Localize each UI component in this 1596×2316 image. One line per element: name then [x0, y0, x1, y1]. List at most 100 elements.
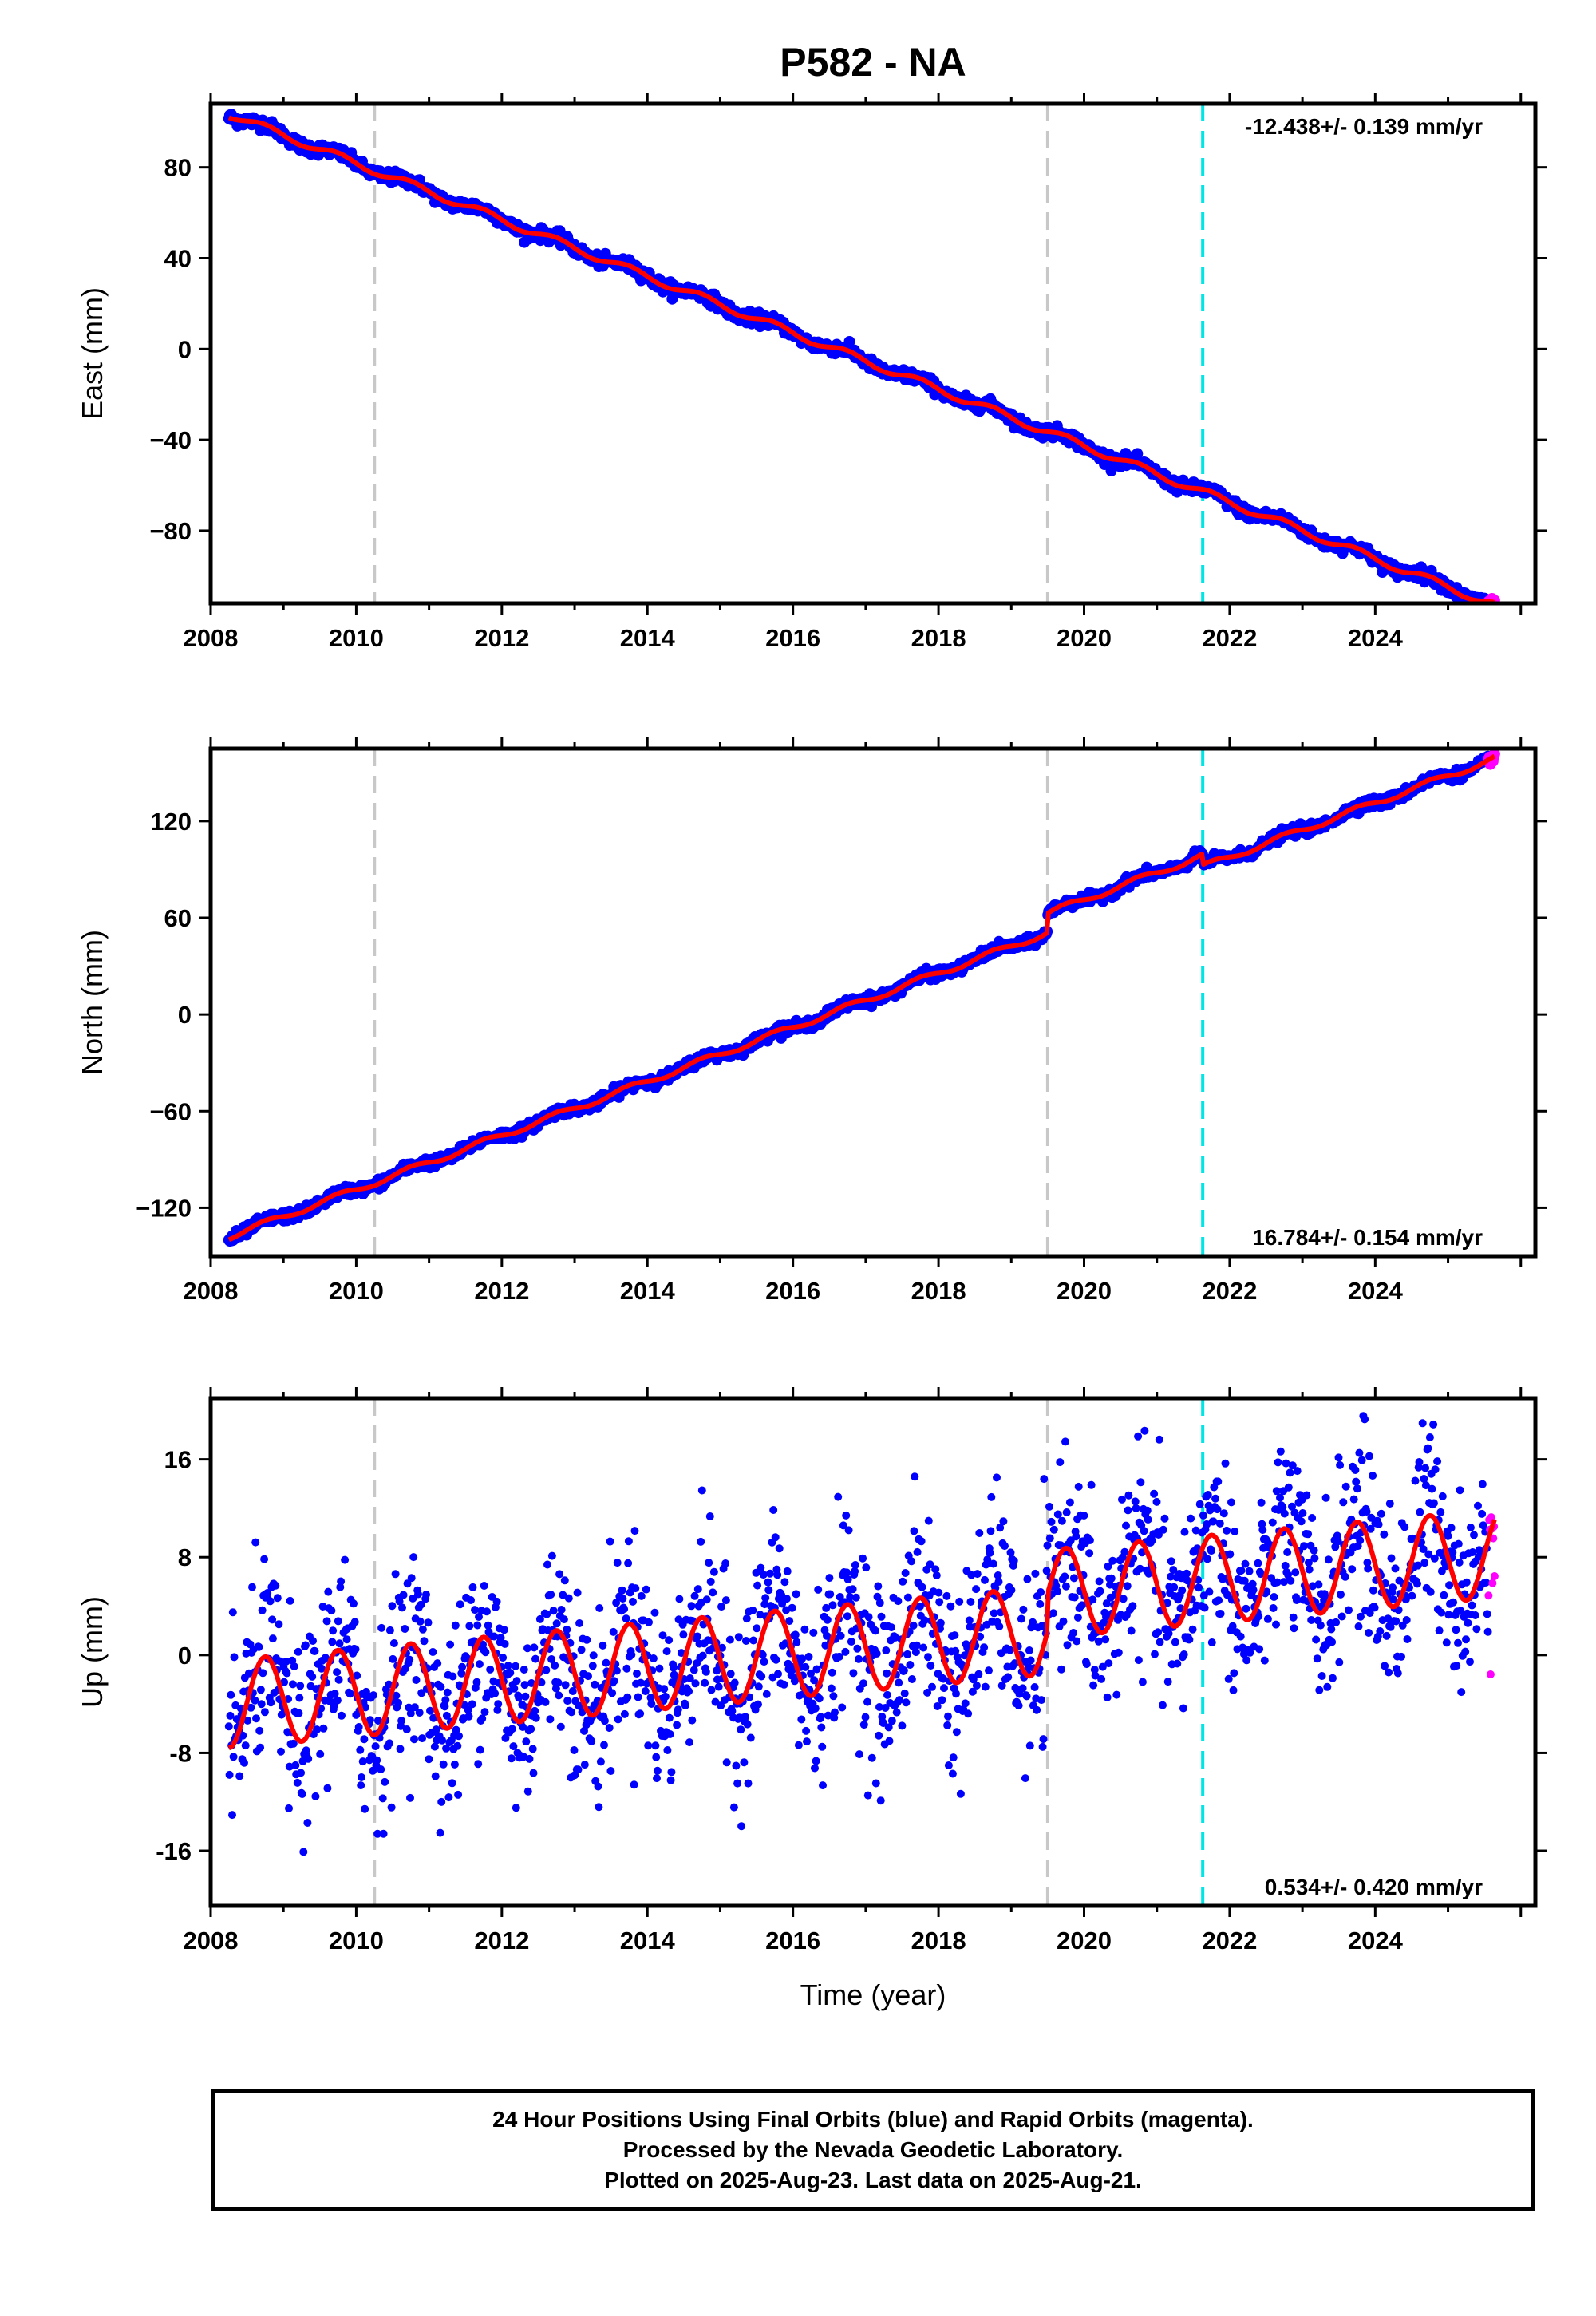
- final-orbit-point: [541, 1697, 550, 1706]
- final-orbit-point: [397, 1717, 406, 1725]
- final-orbit-point: [1270, 1593, 1278, 1601]
- final-orbit-point: [1095, 1577, 1104, 1586]
- final-orbit-point: [814, 1585, 823, 1594]
- final-orbit-point: [1307, 1616, 1316, 1624]
- final-orbit-point: [1159, 1525, 1167, 1534]
- final-orbit-point: [1072, 1532, 1080, 1541]
- final-orbit-point: [783, 1567, 792, 1575]
- final-orbit-point: [907, 1557, 916, 1566]
- final-orbit-point: [1131, 1497, 1140, 1506]
- final-orbit-point: [1195, 1583, 1203, 1592]
- final-orbit-point: [828, 1668, 836, 1677]
- final-orbit-point: [1163, 1678, 1172, 1686]
- final-orbit-point: [357, 1781, 365, 1790]
- final-orbit-point: [583, 1635, 591, 1644]
- final-orbit-point: [637, 1678, 645, 1687]
- y-tick-label: −80: [149, 517, 192, 545]
- final-orbit-point: [903, 1650, 912, 1658]
- final-orbit-point: [609, 1627, 618, 1636]
- final-orbit-point: [311, 1792, 320, 1800]
- final-orbit-point: [898, 1721, 907, 1730]
- final-orbit-point: [969, 1675, 978, 1684]
- final-orbit-point: [926, 1662, 935, 1670]
- final-orbit-point: [377, 1623, 386, 1632]
- final-orbit-point: [377, 1765, 385, 1773]
- final-orbit-point: [1288, 1502, 1296, 1511]
- final-orbit-point: [1392, 1617, 1400, 1626]
- final-orbit-point: [887, 1623, 895, 1632]
- final-orbit-point: [1152, 1497, 1161, 1506]
- final-orbit-point: [483, 1607, 491, 1616]
- y-tick-label: −40: [149, 426, 192, 454]
- final-orbit-point: [1039, 1735, 1048, 1744]
- final-orbit-point: [499, 1654, 508, 1662]
- final-orbit-point: [642, 1585, 650, 1594]
- final-orbit-point: [629, 1597, 637, 1606]
- final-orbit-point: [864, 1613, 873, 1622]
- final-orbit-point: [981, 1575, 989, 1584]
- final-orbit-point: [1380, 1530, 1389, 1539]
- final-orbit-point: [753, 1581, 762, 1590]
- final-orbit-point: [301, 1641, 310, 1650]
- final-orbit-point: [817, 1723, 826, 1732]
- final-orbit-point: [876, 1796, 885, 1805]
- final-orbit-point: [431, 1772, 440, 1780]
- final-orbit-point: [1393, 1669, 1402, 1678]
- final-orbit-point: [1286, 1576, 1295, 1585]
- final-orbit-point: [1402, 1616, 1411, 1624]
- final-orbit-point: [756, 1611, 764, 1619]
- final-orbit-point: [961, 1699, 970, 1708]
- final-orbit-point: [981, 1682, 990, 1691]
- final-orbit-point: [1420, 1559, 1429, 1567]
- final-orbit-point: [267, 1698, 275, 1707]
- final-orbit-point: [444, 1793, 453, 1802]
- final-orbit-point: [899, 1577, 907, 1586]
- final-orbit-point: [1370, 1603, 1379, 1612]
- final-orbit-point: [546, 1715, 555, 1724]
- final-orbit-point: [797, 1715, 806, 1724]
- final-orbit-point: [1077, 1601, 1086, 1610]
- final-orbit-point: [429, 1648, 437, 1656]
- final-orbit-point: [1022, 1692, 1031, 1701]
- final-orbit-point: [1438, 1492, 1447, 1500]
- final-orbit-point: [1246, 1648, 1254, 1657]
- final-orbit-point: [525, 1754, 534, 1763]
- final-orbit-point: [1191, 1526, 1200, 1535]
- final-orbit-point: [1429, 1420, 1438, 1429]
- final-orbit-point: [1070, 1593, 1079, 1602]
- final-orbit-point: [933, 1702, 942, 1710]
- final-orbit-point: [644, 1741, 653, 1750]
- plot-area-east: [223, 104, 1500, 603]
- final-orbit-point: [717, 1643, 726, 1652]
- final-orbit-point: [1444, 1611, 1453, 1619]
- final-orbit-point: [1283, 1548, 1292, 1556]
- final-orbit-point: [1213, 1505, 1222, 1514]
- final-orbit-point: [1087, 1480, 1096, 1489]
- final-orbit-point: [827, 1684, 836, 1693]
- final-orbit-point: [424, 1618, 433, 1627]
- final-orbit-point: [891, 1633, 899, 1642]
- final-orbit-point: [519, 1753, 527, 1761]
- final-orbit-point: [1203, 1555, 1211, 1563]
- final-orbit-point: [1155, 1435, 1163, 1444]
- final-orbit-point: [580, 1761, 589, 1769]
- final-orbit-point: [549, 1607, 558, 1615]
- final-orbit-point: [608, 1689, 617, 1697]
- final-orbit-point: [295, 1694, 304, 1702]
- final-orbit-point: [1214, 1477, 1223, 1486]
- final-orbit-point: [1185, 1635, 1194, 1644]
- final-orbit-point: [577, 1646, 586, 1654]
- final-orbit-point: [1280, 1578, 1288, 1587]
- x-tick-label: 2024: [1348, 624, 1404, 652]
- final-orbit-point: [358, 1757, 367, 1766]
- final-orbit-point: [1025, 1646, 1033, 1654]
- final-orbit-point: [928, 1682, 936, 1691]
- final-orbit-point: [1102, 1599, 1111, 1608]
- final-orbit-point: [825, 1574, 834, 1583]
- final-orbit-point: [523, 1644, 531, 1653]
- final-orbit-point: [1356, 1536, 1365, 1545]
- final-orbit-point: [1134, 1656, 1143, 1665]
- final-orbit-point: [252, 1714, 260, 1723]
- final-orbit-point: [285, 1804, 293, 1812]
- final-orbit-point: [1160, 1514, 1169, 1523]
